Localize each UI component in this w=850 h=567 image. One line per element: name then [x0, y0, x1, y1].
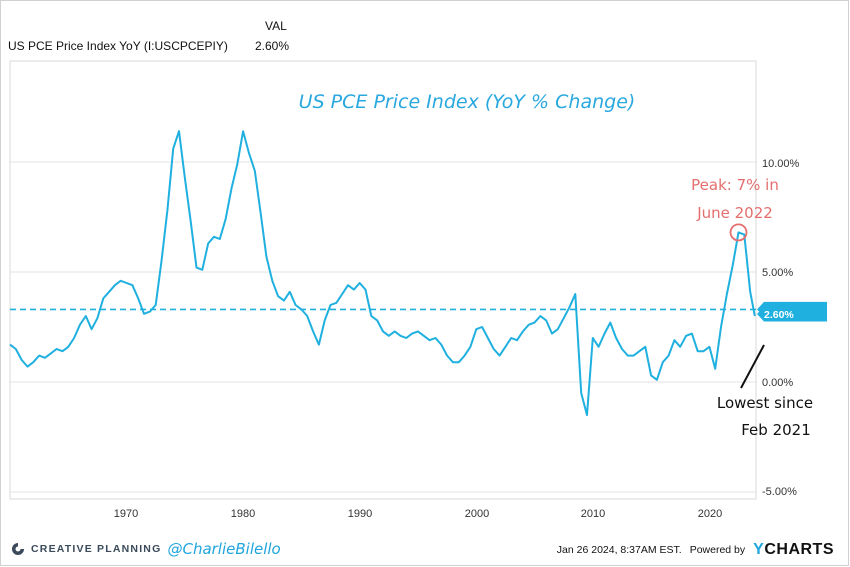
- x-axis: 1970 1980 1990 2000 2010 2020: [114, 508, 722, 520]
- source-footer: Jan 26 2024, 8:37AM EST. Powered by YCHA…: [557, 541, 834, 559]
- ycharts-logo-rest: CHARTS: [764, 541, 834, 558]
- peak-annotation-line2: June 2022: [696, 204, 773, 222]
- x-tick-label: 2000: [465, 508, 489, 520]
- lowest-annotation-line2: Feb 2021: [741, 421, 811, 439]
- legend-series-value: 2.60%: [255, 39, 290, 53]
- peak-marker: [729, 223, 748, 242]
- lowest-pointer-line: [740, 344, 765, 389]
- y-tick-label: 5.00%: [762, 267, 793, 279]
- powered-by-label: Powered by: [689, 544, 746, 556]
- x-tick-label: 2010: [581, 508, 605, 520]
- grid-lines: [10, 161, 756, 493]
- timestamp: Jan 26 2024, 8:37AM EST.: [556, 544, 682, 556]
- ycharts-logo[interactable]: YCHARTS: [753, 541, 834, 559]
- creative-planning-logo-icon: [12, 543, 24, 555]
- x-tick-label: 2020: [698, 508, 722, 520]
- y-tick-label: 0.00%: [762, 377, 793, 389]
- x-tick-label: 1990: [348, 508, 372, 520]
- x-tick-label: 1980: [231, 508, 255, 520]
- plot-area: [9, 60, 757, 500]
- brand-footer: CREATIVE PLANNING @CharlieBilello: [11, 539, 281, 559]
- series-line: [9, 130, 756, 416]
- peak-annotation-line1: Peak: 7% in: [691, 176, 779, 194]
- y-tick-label: 10.00%: [762, 158, 800, 170]
- ycharts-logo-y: Y: [753, 541, 765, 558]
- x-tick-label: 1970: [114, 508, 138, 520]
- y-tick-label: -5.00%: [762, 486, 797, 498]
- legend-series-label: US PCE Price Index YoY (I:USCPCEPIY): [8, 39, 228, 53]
- y-axis: 10.00% 5.00% 0.00% -5.00%: [762, 158, 800, 498]
- lowest-annotation-line1: Lowest since: [717, 394, 813, 412]
- legend-val-header: VAL: [265, 19, 287, 33]
- chart-title: US PCE Price Index (YoY % Change): [299, 91, 636, 113]
- author-handle: @CharlieBilello: [167, 540, 281, 558]
- last-value-badge-label: 2.60%: [764, 309, 794, 321]
- last-value-badge: 2.60%: [757, 306, 827, 322]
- brand-name: CREATIVE PLANNING: [31, 543, 162, 555]
